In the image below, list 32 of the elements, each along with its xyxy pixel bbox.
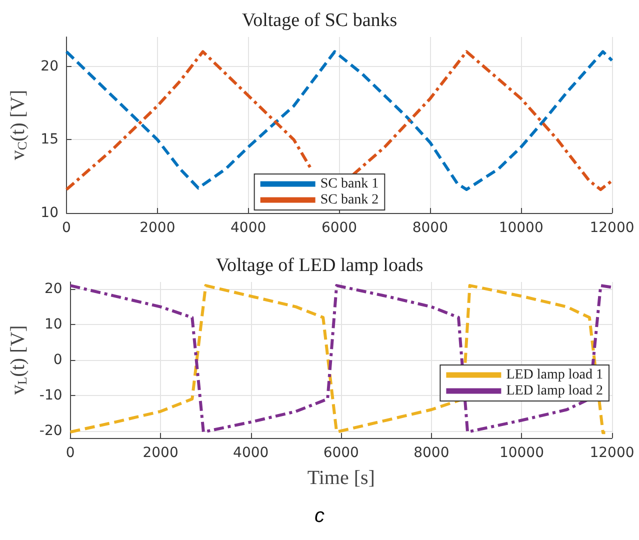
chart-title: Voltage of SC banks <box>242 10 398 31</box>
y-tick-label: 15 <box>40 132 58 148</box>
x-tick-label: 2000 <box>142 445 178 461</box>
x-tick-label: 6000 <box>321 220 358 236</box>
y-tick-label: -20 <box>39 422 62 439</box>
legend-label: SC bank 2 <box>320 192 379 208</box>
x-tick-label: 4000 <box>233 445 269 461</box>
y-tick-label: 0 <box>53 352 62 368</box>
x-tick-label: 8000 <box>412 220 448 236</box>
y-tick-label: 10 <box>40 205 58 221</box>
x-tick-label: 10000 <box>498 220 544 236</box>
x-tick-label: 0 <box>66 445 75 461</box>
legend-label: LED lamp load 1 <box>506 368 603 382</box>
legend-label: SC bank 1 <box>320 176 379 192</box>
x-tick-label: 8000 <box>414 445 450 461</box>
legend-label: LED lamp load 2 <box>506 384 603 398</box>
x-axis-title: Time [s] <box>307 467 375 489</box>
x-tick-label: 12000 <box>590 445 634 461</box>
x-tick-label: 10000 <box>499 445 544 461</box>
x-tick-label: 2000 <box>140 220 176 236</box>
line-series <box>65 50 614 192</box>
y-tick-label: -10 <box>39 387 62 404</box>
y-tick-label: 20 <box>44 281 62 298</box>
x-tick-label: 12000 <box>590 220 634 236</box>
x-tick-label: 4000 <box>230 220 266 236</box>
y-tick-label: 20 <box>40 58 58 74</box>
y-axis-title: vL(t) [V] <box>7 325 30 395</box>
y-tick-label: 10 <box>44 316 62 333</box>
y-axis-title: vC(t) [V] <box>7 90 30 160</box>
text: c <box>314 505 326 528</box>
chart-title: Voltage of LED lamp loads <box>216 255 424 276</box>
x-tick-label: 6000 <box>323 445 359 461</box>
